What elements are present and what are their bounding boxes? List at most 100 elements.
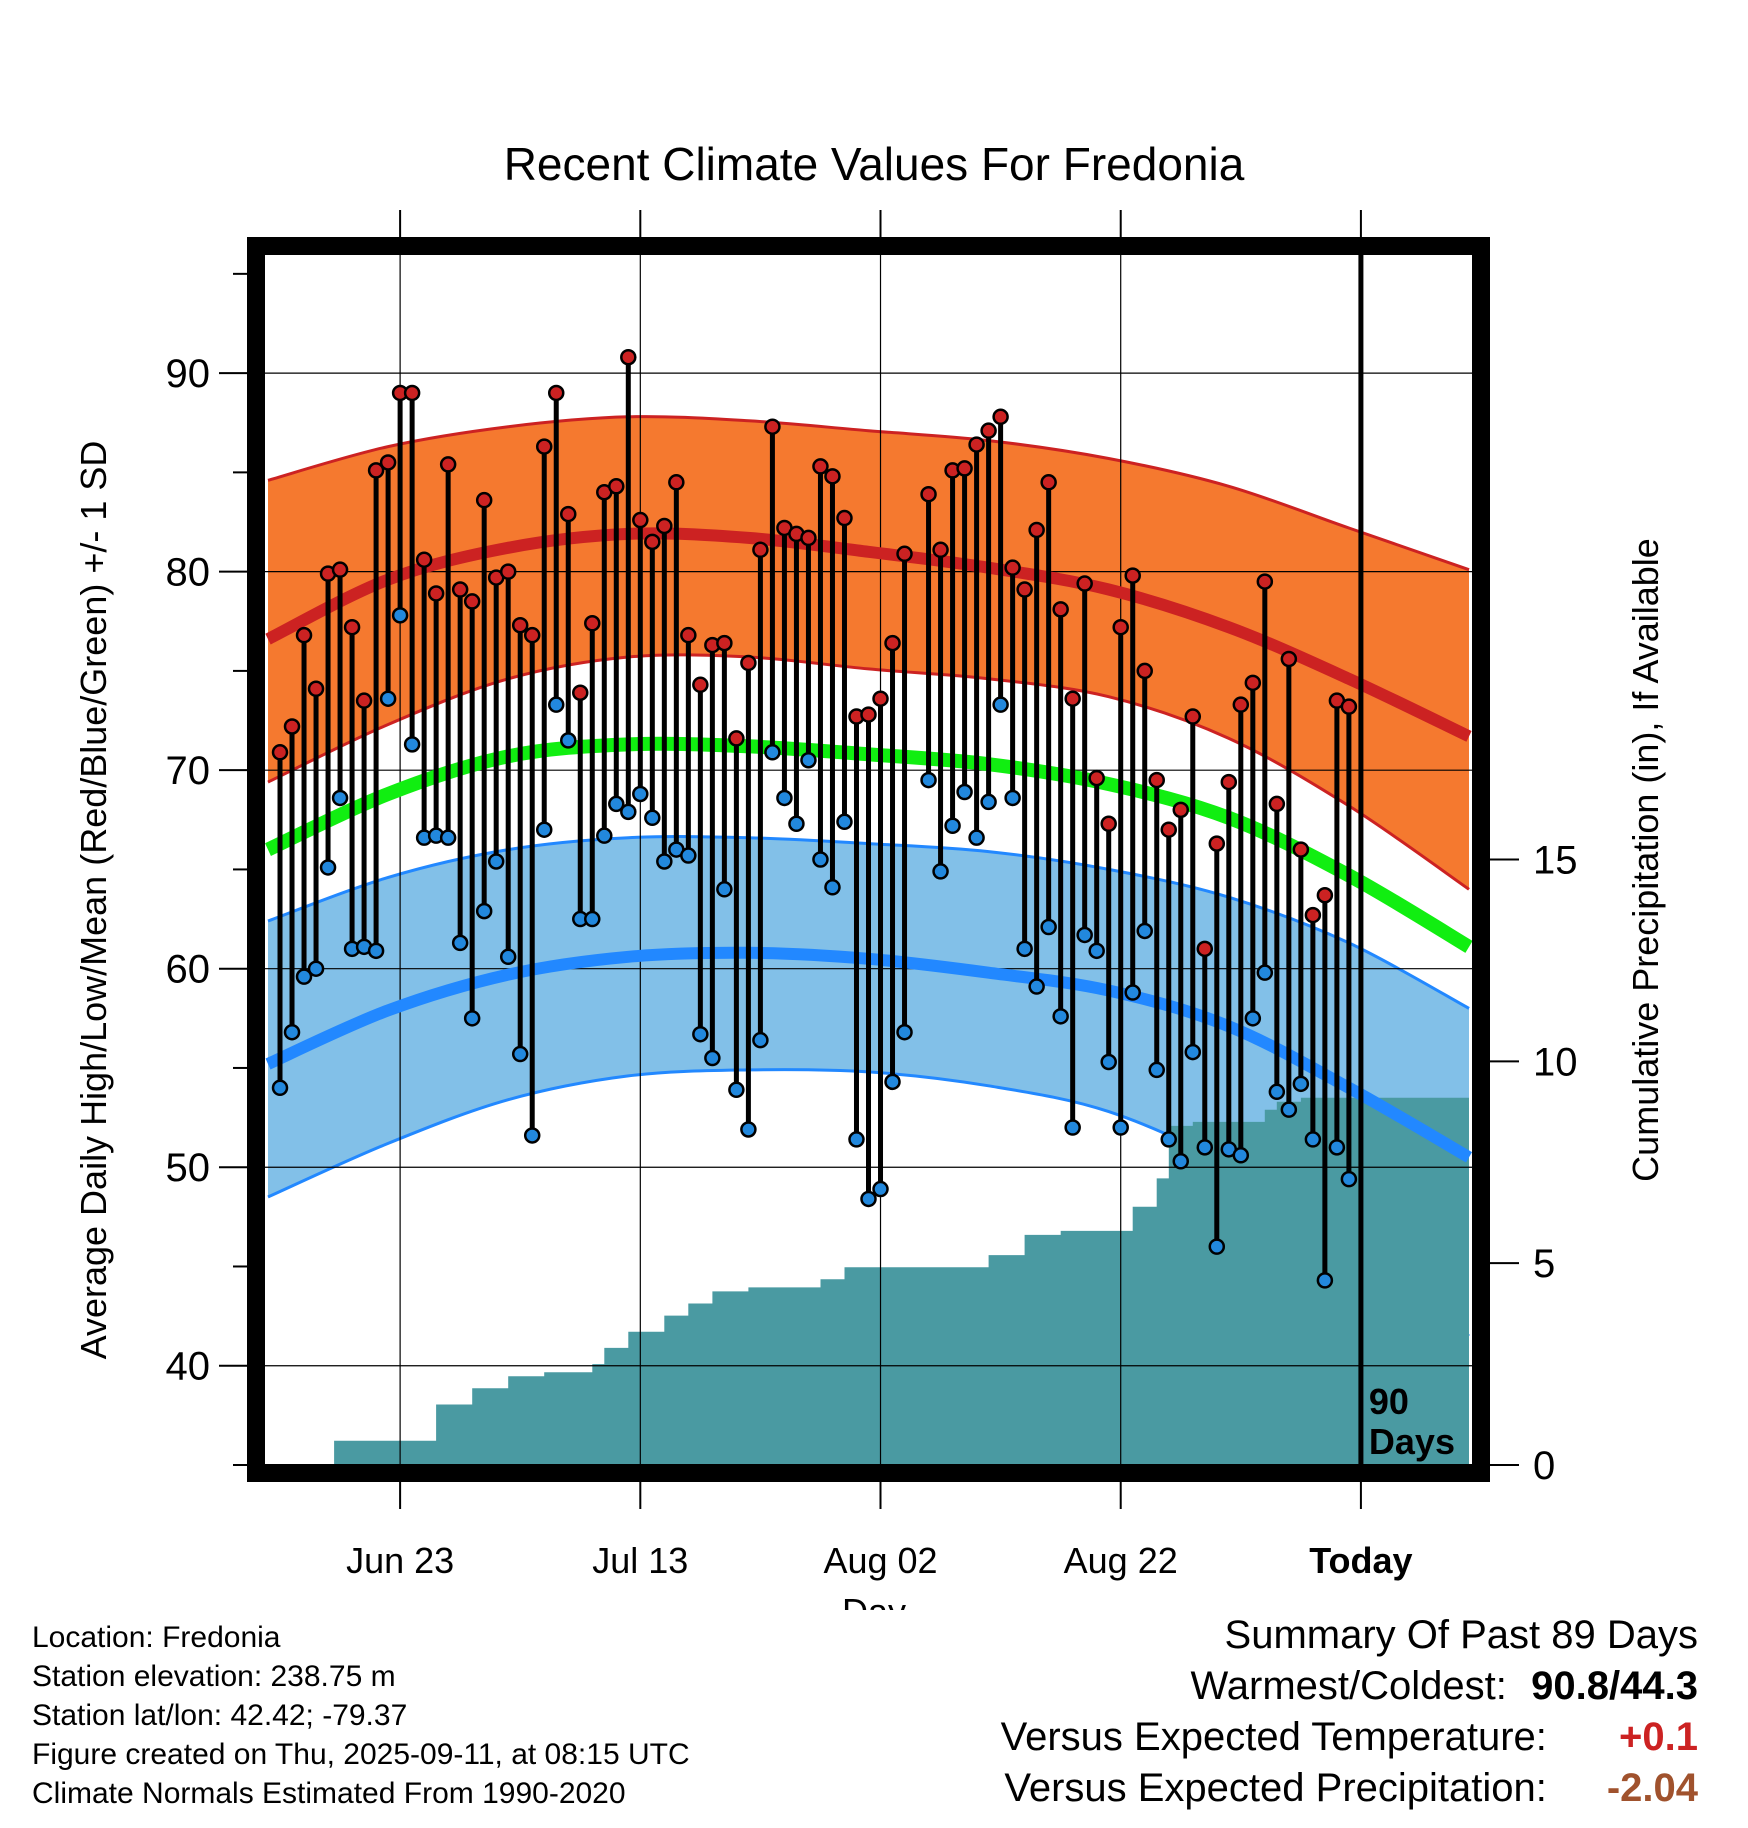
daily-high-point: [716, 634, 733, 652]
daily-high-point: [740, 654, 757, 672]
daily-high-point: [680, 626, 697, 644]
daily-low-point: [1052, 1008, 1069, 1025]
latlon-text: Station lat/lon: 42.42; -79.37: [32, 1699, 408, 1732]
daily-low-point: [1304, 1131, 1322, 1148]
daily-low-point: [728, 1081, 745, 1099]
daily-high-point: [1304, 906, 1322, 924]
daily-low-point: [920, 771, 937, 789]
daily-high-point: [656, 517, 673, 535]
created-text: Figure created on Thu, 2025-09-11, at 08…: [32, 1738, 690, 1771]
daily-high-point: [968, 436, 985, 453]
daily-high-point: [307, 680, 325, 698]
y2-tick-label: 5: [1533, 1242, 1555, 1286]
daily-high-point: [463, 593, 481, 610]
daily-low-point: [1292, 1075, 1310, 1093]
daily-high-point: [1040, 474, 1057, 491]
today-days-label-number: 90: [1369, 1381, 1409, 1422]
y-tick-label: 50: [166, 1146, 211, 1190]
daily-low-point: [1340, 1170, 1358, 1188]
daily-low-point: [980, 793, 997, 811]
daily-high-point: [1268, 795, 1286, 813]
y-tick-label: 40: [166, 1345, 211, 1389]
daily-high-point: [1052, 601, 1069, 618]
daily-low-point: [1244, 1010, 1262, 1027]
daily-low-point: [1256, 964, 1274, 981]
daily-low-point: [307, 960, 325, 977]
daily-high-point: [475, 491, 493, 509]
daily-low-point: [872, 1180, 889, 1198]
daily-low-point: [391, 607, 409, 624]
axes: 40 50 60 70 80 90 0 5 10 15 Jun 23 Jul 13 Aug 02 Aug …: [166, 210, 1578, 1581]
daily-high-point: [499, 563, 517, 580]
y2-tick-label: 10: [1533, 1040, 1578, 1084]
daily-low-point: [776, 789, 793, 807]
y-tick-label: 80: [166, 551, 211, 595]
daily-high-point: [1316, 886, 1334, 904]
daily-high-point: [1244, 674, 1262, 692]
daily-high-point: [523, 626, 541, 644]
daily-low-point: [752, 1031, 769, 1049]
x-tick-label: Today: [1309, 1540, 1412, 1581]
daily-low-point: [1280, 1101, 1298, 1118]
daily-high-point: [1016, 581, 1033, 598]
x-tick-label: Jul 13: [592, 1540, 688, 1581]
precip-anomaly-label: Versus Expected Precipitation:: [1004, 1766, 1547, 1810]
daily-low-point: [1028, 978, 1045, 995]
daily-low-point: [511, 1045, 529, 1063]
x-axis-title: Day: [842, 1591, 906, 1610]
today-days-label-word: Days: [1369, 1421, 1455, 1462]
daily-high-point: [1340, 698, 1358, 715]
daily-low-point: [620, 803, 637, 821]
y2-tick-label: 0: [1533, 1444, 1555, 1488]
daily-low-point: [716, 881, 733, 898]
daily-high-point: [1148, 771, 1165, 789]
daily-high-point: [1160, 821, 1177, 838]
high-lower-edge: [267, 653, 1470, 891]
daily-low-point: [367, 942, 385, 960]
daily-low-point: [1208, 1238, 1226, 1255]
location-text: Location: Fredonia: [32, 1621, 281, 1654]
y-axis-title: Average Daily High/Low/Mean (Red/Blue/Gr…: [73, 441, 114, 1360]
warmest-coldest-row: Warmest/Coldest: 90.8/44.3: [1001, 1661, 1699, 1712]
temp-anomaly-label: Versus Expected Temperature:: [1000, 1715, 1547, 1759]
daily-low-point: [824, 879, 841, 896]
daily-low-point: [560, 732, 577, 749]
daily-high-point: [343, 618, 361, 636]
daily-high-point: [1076, 575, 1093, 592]
daily-high-point: [1292, 841, 1310, 858]
daily-high-point: [427, 585, 445, 602]
daily-high-point: [884, 634, 901, 652]
daily-low-point: [535, 821, 553, 838]
daily-high-point: [283, 718, 301, 735]
daily-high-point: [1136, 662, 1153, 680]
temp-anomaly-row: Versus Expected Temperature: +0.1: [1001, 1712, 1698, 1763]
daily-high-point: [547, 384, 565, 402]
daily-high-point: [511, 616, 529, 634]
y-tick-label: 90: [166, 352, 211, 396]
daily-high-point: [367, 462, 385, 479]
climate-chart: Recent Climate Values For Fredonia 90Day…: [73, 138, 1666, 1610]
daily-high-point: [824, 468, 841, 485]
plot-frame: [247, 237, 1490, 1482]
daily-low-point: [836, 813, 853, 831]
daily-low-point: [547, 696, 565, 713]
daily-low-point: [1172, 1153, 1190, 1170]
daily-low-point: [1148, 1061, 1165, 1079]
daily-high-point: [355, 692, 373, 709]
daily-low-point: [992, 696, 1009, 713]
daily-low-point: [1136, 922, 1153, 940]
daily-low-point: [608, 795, 625, 813]
daily-high-point: [608, 478, 625, 495]
warmest-coldest-label: Warmest/Coldest:: [1190, 1664, 1507, 1708]
daily-high-point: [932, 541, 949, 559]
precipitation-area: [268, 1097, 1469, 1465]
daily-range-bars: [277, 357, 1352, 1281]
daily-high-point: [451, 581, 469, 598]
daily-low-point: [1100, 1053, 1117, 1071]
daily-dots: [271, 348, 1358, 1289]
daily-high-point: [1184, 708, 1202, 725]
daily-high-point: [1256, 573, 1274, 590]
daily-high-point: [1232, 696, 1250, 713]
